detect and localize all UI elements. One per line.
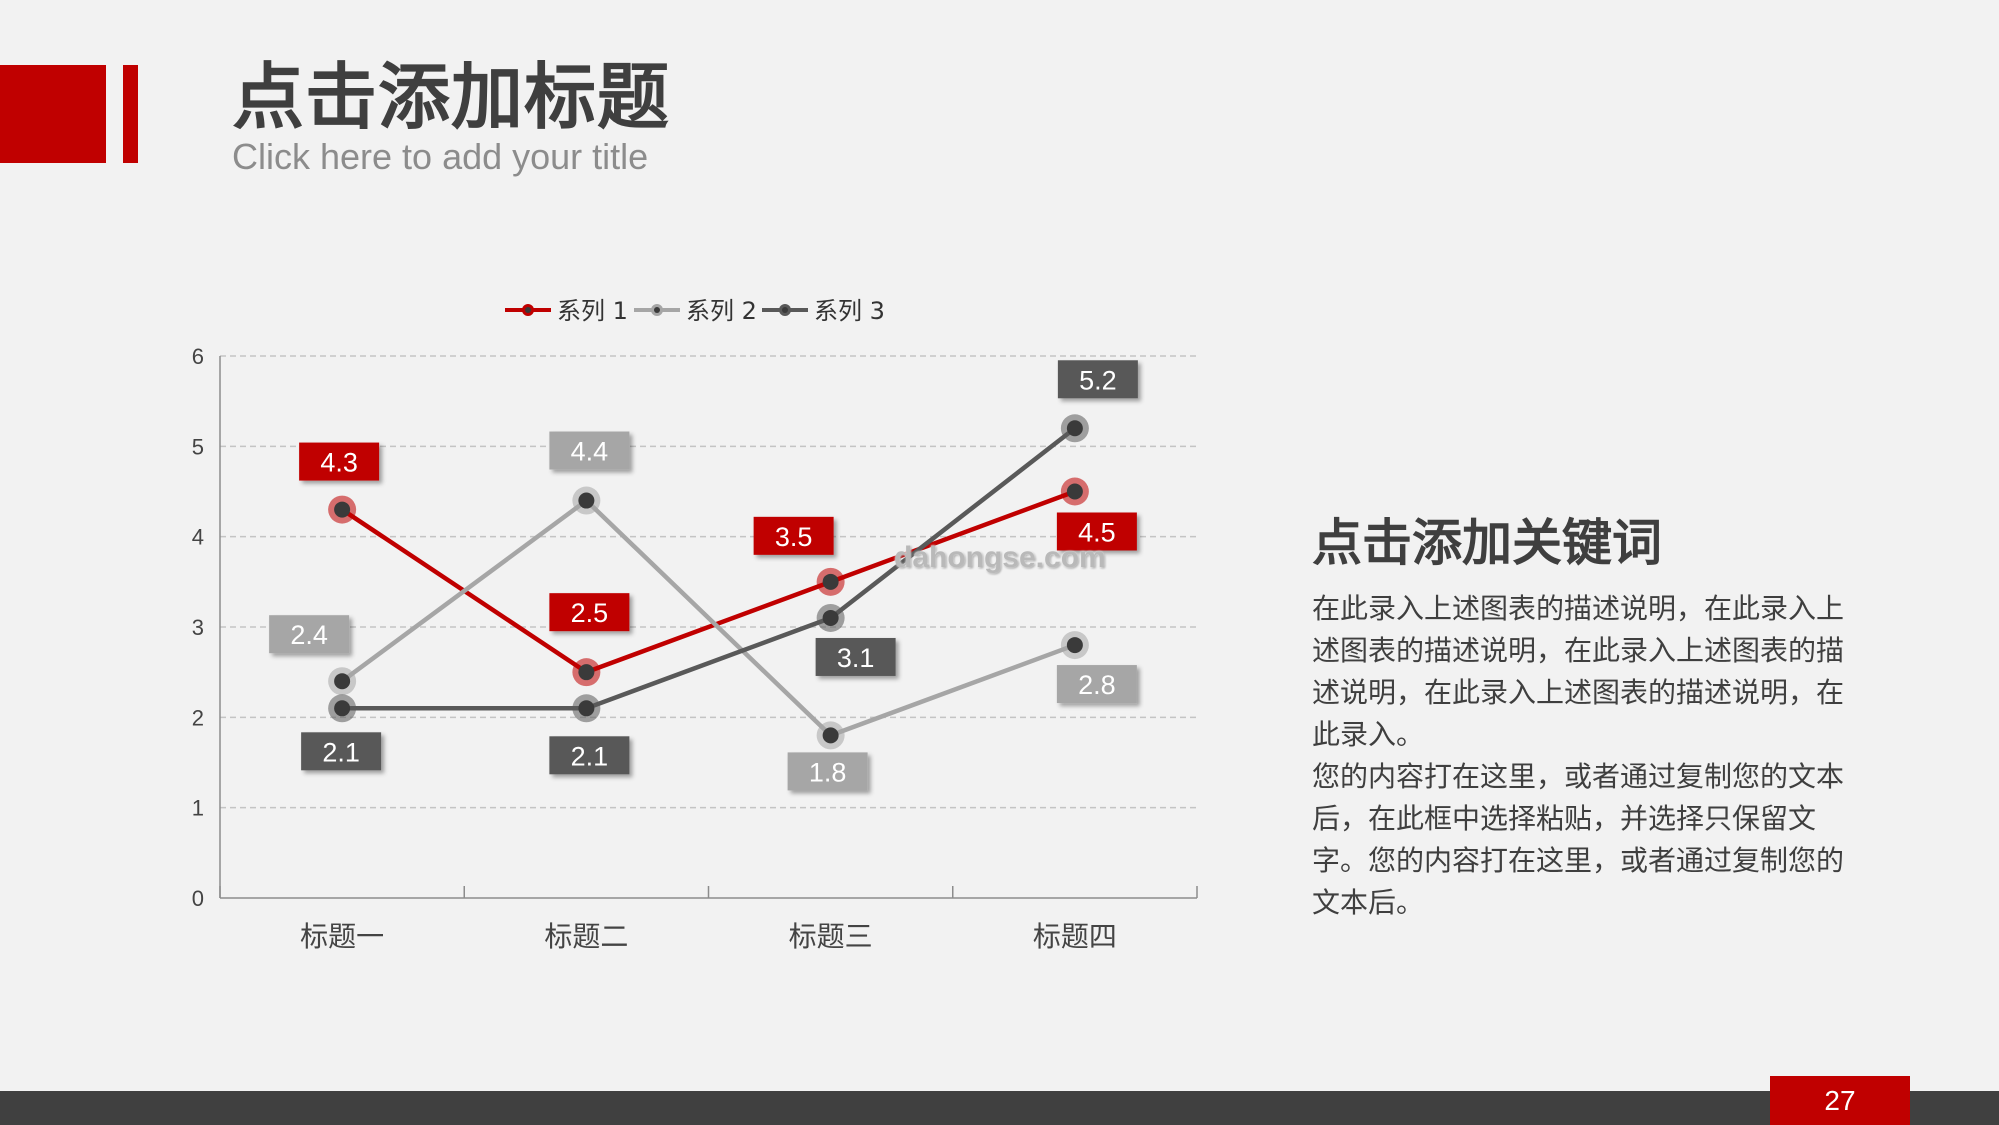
series-1-marker-1 — [334, 501, 351, 518]
series-3-marker-3 — [822, 609, 839, 626]
legend-series-2-label: 系列 2 — [686, 297, 757, 325]
series-2-data-label-box-2 — [549, 431, 630, 470]
watermark-text: dahongse.com — [894, 541, 1106, 574]
slide-subtitle[interactable]: Click here to add your title — [232, 136, 649, 177]
series-2-marker-3 — [822, 727, 839, 744]
series-1-data-label-box-2 — [549, 593, 630, 632]
keyword-body[interactable]: 在此录入上述图表的描述说明，在此录入上述图表的描述说明，在此录入上述图表的描述说… — [1312, 588, 1847, 924]
series-1-marker-2 — [578, 664, 595, 681]
keyword-paragraph-1: 在此录入上述图表的描述说明，在此录入上述图表的描述说明，在此录入上述图表的描述说… — [1312, 592, 1845, 751]
legend-series-3-swatch-dot — [782, 307, 788, 313]
title-accent-stripe — [123, 65, 138, 163]
series-3-data-label-3: 3.1 — [837, 643, 875, 673]
keyword-paragraph-2: 您的内容打在这里，或者通过复制您的文本后，在此框中选择粘贴，并选择只保留文字。您… — [1312, 760, 1845, 919]
keyword-title[interactable]: 点击添加关键词 — [1312, 514, 1662, 572]
y-tick-label-2: 2 — [192, 705, 204, 730]
series-1-marker-4 — [1066, 483, 1083, 500]
legend-series-2-swatch-dot — [654, 307, 660, 313]
series-1-data-label-box-3 — [753, 516, 834, 555]
series-3-data-label-1: 2.1 — [322, 737, 360, 767]
series-2-marker-2 — [578, 492, 595, 509]
legend-series-1-swatch-dot — [525, 307, 531, 313]
y-tick-label-6: 6 — [192, 344, 204, 369]
series-2-data-label-3: 1.8 — [809, 757, 847, 787]
x-tick-label-2: 标题二 — [544, 920, 628, 953]
legend-series-1-label: 系列 1 — [557, 297, 628, 325]
series-3-data-label-box-1 — [301, 732, 382, 771]
series-2-data-label-box-1 — [269, 615, 350, 654]
series-3-marker-2 — [578, 700, 595, 717]
series-3-data-label-box-3 — [815, 637, 896, 676]
series-1-marker-3 — [822, 573, 839, 590]
y-tick-label-5: 5 — [192, 434, 204, 459]
y-tick-label-3: 3 — [192, 615, 204, 640]
series-2-marker-1 — [334, 673, 351, 690]
series-2-data-label-4: 2.8 — [1078, 670, 1116, 700]
x-tick-label-4: 标题四 — [1033, 920, 1117, 953]
y-tick-label-1: 1 — [192, 796, 204, 821]
x-tick-label-1: 标题一 — [300, 920, 384, 953]
series-3-data-label-box-4 — [1057, 360, 1138, 399]
series-3-marker-4 — [1066, 420, 1083, 437]
series-2-data-label-1: 2.4 — [290, 620, 328, 650]
footer-bar — [0, 1091, 1999, 1125]
series-1-data-label-box-1 — [299, 442, 380, 481]
y-tick-label-4: 4 — [192, 525, 204, 550]
series-3-data-label-box-2 — [549, 736, 630, 775]
series-1-data-label-2: 2.5 — [571, 598, 609, 628]
title-accent-block — [0, 65, 106, 163]
series-1-data-label-1: 4.3 — [320, 448, 358, 478]
series-3-marker-1 — [334, 700, 351, 717]
y-tick-label-0: 0 — [192, 886, 204, 911]
series-1-data-label-3: 3.5 — [775, 522, 813, 552]
series-2-data-label-box-4 — [1056, 665, 1137, 704]
slide-title[interactable]: 点击添加标题 — [232, 55, 671, 139]
series-1-data-label-box-4 — [1056, 512, 1137, 551]
legend-series-3-label: 系列 3 — [814, 297, 885, 325]
series-2-marker-4 — [1066, 637, 1083, 654]
series-3-data-label-4: 5.2 — [1079, 365, 1117, 395]
series-1-data-label-4: 4.5 — [1078, 518, 1116, 548]
series-3-line — [342, 426, 1077, 711]
x-tick-label-3: 标题三 — [789, 920, 873, 953]
series-2-line — [340, 497, 1076, 738]
series-2-data-label-2: 4.4 — [571, 437, 609, 467]
series-1-line — [340, 489, 1076, 675]
series-2-data-label-box-3 — [787, 752, 868, 791]
page-number: 27 — [1770, 1076, 1910, 1125]
series-3-data-label-2: 2.1 — [571, 741, 609, 771]
